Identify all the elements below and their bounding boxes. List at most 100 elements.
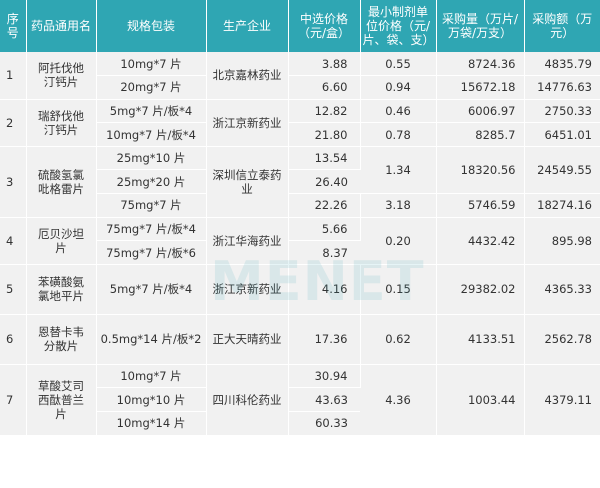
quantity-cell: 29382.02 xyxy=(436,264,525,315)
table-row: 1 阿托伐他汀钙片 10mg*7 片 北京嘉林药业 3.88 0.55 8724… xyxy=(0,52,600,100)
spec-cell: 20mg*7 片 xyxy=(96,75,207,100)
procurement-table: 序号 药品通用名 规格包装 生产企业 中选价格（元/盒） 最小制剂单位价格（元/… xyxy=(0,0,600,436)
spec-cell: 75mg*7 片/板*6 xyxy=(96,240,207,265)
amount-cell: 6451.01 xyxy=(524,122,600,147)
header-spec: 规格包装 xyxy=(96,0,207,52)
price-cell: 22.26 xyxy=(288,193,361,218)
quantity-cell: 8285.7 xyxy=(436,122,525,147)
table-row: 4 厄贝沙坦片 75mg*7 片/板*4 浙江华海药业 5.66 0.20 44… xyxy=(0,217,600,265)
table-row: 20mg*7 片 6.60 0.94 15672.18 14776.63 xyxy=(0,75,600,100)
spec-cell: 0.5mg*14 片/板*2 xyxy=(96,314,207,365)
table-row: 10mg*10 片 43.63 xyxy=(0,387,600,413)
seq-cell: 2 xyxy=(0,99,27,147)
price-cell: 26.40 xyxy=(288,169,360,195)
table-body: 1 阿托伐他汀钙片 10mg*7 片 北京嘉林药业 3.88 0.55 8724… xyxy=(0,52,600,436)
quantity-cell: 18320.56 xyxy=(436,146,525,195)
spec-cell: 10mg*7 片/板*4 xyxy=(96,122,207,147)
drug-name-cell: 阿托伐他汀钙片 xyxy=(26,52,97,100)
unit-price-cell: 3.18 xyxy=(360,193,437,218)
spec-cell: 5mg*7 片/板*4 xyxy=(96,99,207,124)
table-row: 6 恩替卡韦分散片 0.5mg*14 片/板*2 正大天晴药业 17.36 0.… xyxy=(0,314,600,365)
header-amount: 采购额（万元） xyxy=(524,0,600,52)
drug-name-cell: 草酸艾司西酞普兰片 xyxy=(26,364,97,436)
company-cell: 正大天晴药业 xyxy=(206,314,289,365)
header-price: 中选价格（元/盒） xyxy=(288,0,361,52)
price-cell: 43.63 xyxy=(288,387,360,413)
spec-cell: 10mg*7 片 xyxy=(96,364,207,389)
amount-cell: 4835.79 xyxy=(524,52,600,77)
spec-cell: 75mg*7 片/板*4 xyxy=(96,217,207,242)
table-row: 75mg*7 片 22.26 3.18 5746.59 18274.16 xyxy=(0,193,600,218)
table-row: 7 草酸艾司西酞普兰片 10mg*7 片 四川科伦药业 30.94 4.36 1… xyxy=(0,364,600,436)
unit-price-cell: 0.15 xyxy=(360,264,437,315)
amount-cell: 895.98 xyxy=(524,217,600,265)
amount-cell: 4365.33 xyxy=(524,264,600,315)
table-row: 5 苯磺酸氨氯地平片 5mg*7 片/板*4 浙江京新药业 4.16 0.15 … xyxy=(0,264,600,315)
quantity-cell: 4133.51 xyxy=(436,314,525,365)
company-cell: 北京嘉林药业 xyxy=(206,52,289,100)
drug-name-cell: 恩替卡韦分散片 xyxy=(26,314,97,365)
amount-cell: 2562.78 xyxy=(524,314,600,365)
table-row: 10mg*7 片/板*4 21.80 0.78 8285.7 6451.01 xyxy=(0,122,600,147)
drug-name-cell: 瑞舒伐他汀钙片 xyxy=(26,99,97,147)
price-cell: 4.16 xyxy=(288,264,361,315)
price-cell: 5.66 xyxy=(288,217,361,242)
drug-name-cell: 厄贝沙坦片 xyxy=(26,217,97,265)
spec-cell: 10mg*14 片 xyxy=(96,411,207,436)
price-cell: 17.36 xyxy=(288,314,361,365)
header-unit-price: 最小制剂单位价格（元/片、袋、支） xyxy=(360,0,437,52)
amount-cell: 4379.11 xyxy=(524,364,600,436)
unit-price-cell: 0.46 xyxy=(360,99,437,124)
unit-price-cell: 0.62 xyxy=(360,314,437,365)
table-row: 75mg*7 片/板*6 8.37 xyxy=(0,240,600,265)
price-cell: 8.37 xyxy=(288,240,360,265)
amount-cell: 14776.63 xyxy=(524,75,600,100)
company-cell: 浙江华海药业 xyxy=(206,217,289,265)
quantity-cell: 8724.36 xyxy=(436,52,525,77)
amount-cell: 24549.55 xyxy=(524,146,600,195)
header-quantity: 采购量（万片/万袋/万支） xyxy=(436,0,525,52)
unit-price-cell: 0.78 xyxy=(360,122,437,147)
price-cell: 30.94 xyxy=(288,364,361,389)
price-cell: 60.33 xyxy=(288,411,360,436)
price-cell: 12.82 xyxy=(288,99,361,124)
seq-cell: 6 xyxy=(0,314,27,365)
seq-cell: 5 xyxy=(0,264,27,315)
quantity-cell: 4432.42 xyxy=(436,217,525,265)
company-cell: 深圳信立泰药业 xyxy=(206,146,289,218)
spec-cell: 25mg*10 片 xyxy=(96,146,207,171)
unit-price-cell: 4.36 xyxy=(360,364,437,436)
company-cell: 四川科伦药业 xyxy=(206,364,289,436)
unit-price-cell: 0.94 xyxy=(360,75,437,100)
quantity-cell: 1003.44 xyxy=(436,364,525,436)
header-company: 生产企业 xyxy=(206,0,289,52)
spec-cell: 75mg*7 片 xyxy=(96,193,207,218)
price-cell: 13.54 xyxy=(288,146,361,171)
spec-cell: 5mg*7 片/板*4 xyxy=(96,264,207,315)
drug-name-cell: 苯磺酸氨氯地平片 xyxy=(26,264,97,315)
table-row: 10mg*14 片 60.33 xyxy=(0,411,600,436)
quantity-cell: 5746.59 xyxy=(436,193,525,218)
price-cell: 3.88 xyxy=(288,52,361,77)
spec-cell: 25mg*20 片 xyxy=(96,169,207,195)
seq-cell: 7 xyxy=(0,364,27,436)
header-row: 序号 药品通用名 规格包装 生产企业 中选价格（元/盒） 最小制剂单位价格（元/… xyxy=(0,0,600,52)
unit-price-cell: 0.20 xyxy=(360,217,437,265)
spec-cell: 10mg*7 片 xyxy=(96,52,207,77)
unit-price-cell: 1.34 xyxy=(360,146,437,195)
seq-cell: 4 xyxy=(0,217,27,265)
amount-cell: 18274.16 xyxy=(524,193,600,218)
drug-name-cell: 硫酸氢氯吡格雷片 xyxy=(26,146,97,218)
price-cell: 21.80 xyxy=(288,122,361,147)
unit-price-cell: 0.55 xyxy=(360,52,437,77)
table-row: 3 硫酸氢氯吡格雷片 25mg*10 片 深圳信立泰药业 13.54 1.34 … xyxy=(0,146,600,218)
header-seq: 序号 xyxy=(0,0,27,52)
quantity-cell: 15672.18 xyxy=(436,75,525,100)
quantity-cell: 6006.97 xyxy=(436,99,525,124)
seq-cell: 3 xyxy=(0,146,27,218)
amount-cell: 2750.33 xyxy=(524,99,600,124)
table-row: 2 瑞舒伐他汀钙片 5mg*7 片/板*4 浙江京新药业 12.82 0.46 … xyxy=(0,99,600,147)
table-row: 25mg*20 片 26.40 xyxy=(0,169,600,195)
company-cell: 浙江京新药业 xyxy=(206,99,289,147)
